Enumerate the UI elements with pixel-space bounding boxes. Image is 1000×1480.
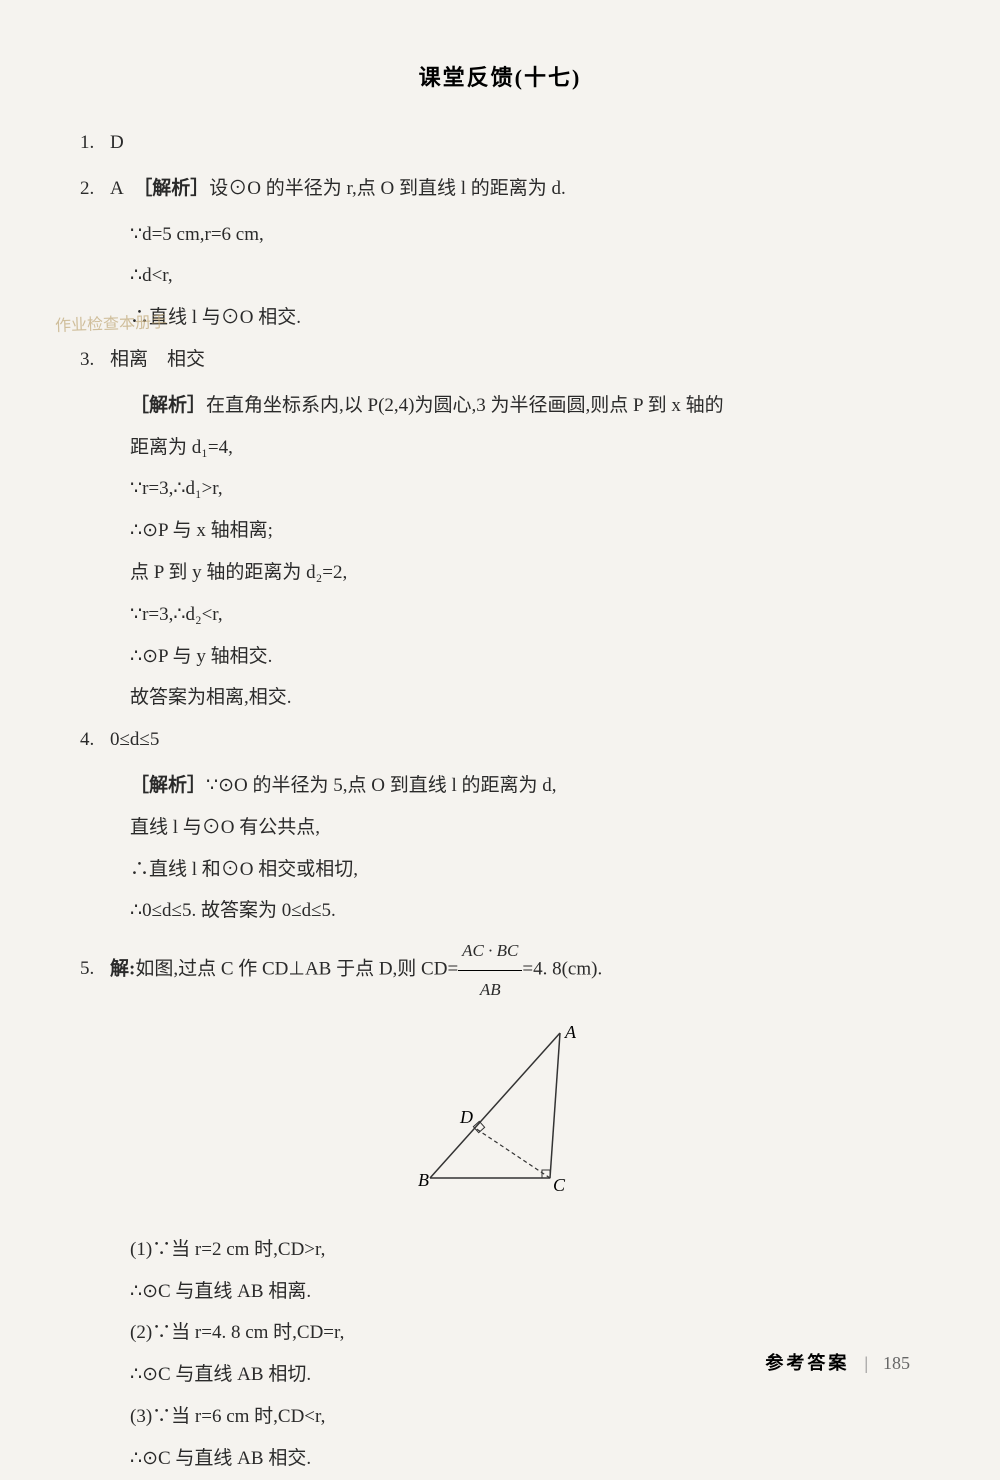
footer: 参考答案 | 185: [765, 1349, 910, 1375]
q3-analysis: ［解析］在直角坐标系内,以 P(2,4)为圆心,3 为半径画圆,则点 P 到 x…: [80, 385, 920, 427]
q2-line1: 设⊙O 的半径为 r,点 O 到直线 l 的距离为 d.: [209, 178, 566, 199]
q5-line1b: =4. 8(cm).: [522, 958, 602, 979]
label-c: C: [553, 1175, 566, 1193]
question-2: 2.A ［解析］设⊙O 的半径为 r,点 O 到直线 l 的距离为 d.: [80, 168, 920, 210]
q5-line1a: 如图,过点 C 作 CD⊥AB 于点 D,则 CD=: [135, 958, 458, 979]
q4-analysis: ［解析］∵⊙O 的半径为 5,点 O 到直线 l 的距离为 d,: [80, 765, 920, 807]
line-ba: [430, 1033, 560, 1178]
question-3: 3.相离 相交: [80, 339, 920, 381]
diagram-container: A B C D: [80, 1023, 920, 1209]
q4-line4: ∴0≤d≤5. 故答案为 0≤d≤5.: [80, 890, 920, 932]
content-body: 1.D 2.A ［解析］设⊙O 的半径为 r,点 O 到直线 l 的距离为 d.…: [80, 122, 920, 1480]
page-title: 课堂反馈(十七): [80, 60, 920, 92]
q2-line2: ∵d=5 cm,r=6 cm,: [80, 214, 920, 256]
q2-line4: ∴直线 l 与⊙O 相交.: [80, 297, 920, 339]
q3-analysis-label: ［解析］: [130, 395, 206, 416]
q2-line3: ∴d<r,: [80, 255, 920, 297]
q1-num: 1.: [80, 122, 110, 164]
question-5: 5.解:如图,过点 C 作 CD⊥AB 于点 D,则 CD=AC · BCAB=…: [80, 932, 920, 1008]
q3-answer: 相离 相交: [110, 349, 205, 370]
q2-num: 2.: [80, 168, 110, 210]
question-1: 1.D: [80, 122, 920, 164]
question-4: 4.0≤d≤5: [80, 719, 920, 761]
q2-analysis-label: ［解析］: [143, 178, 210, 199]
q3-line3: ∵r=3,∴d₁>r,: [80, 468, 920, 510]
q5-p1-1: (1)∵当 r=2 cm 时,CD>r,: [80, 1229, 920, 1271]
watermark: 作业检查本册手: [55, 308, 168, 336]
q5-fraction: AC · BCAB: [458, 932, 522, 1008]
q5-p3-2: ∴⊙C 与直线 AB 相交.: [80, 1438, 920, 1480]
q2-answer: A: [110, 178, 124, 199]
q5-frac-num: AC · BC: [458, 932, 522, 970]
q3-line5: 点 P 到 y 轴的距离为 d₂=2,: [80, 552, 920, 594]
q3-line7: ∴⊙P 与 y 轴相交.: [80, 636, 920, 678]
q1-answer: D: [110, 132, 124, 153]
q5-num: 5.: [80, 948, 110, 990]
q4-line1: ∵⊙O 的半径为 5,点 O 到直线 l 的距离为 d,: [206, 775, 556, 796]
q3-line1: 在直角坐标系内,以 P(2,4)为圆心,3 为半径画圆,则点 P 到 x 轴的: [206, 395, 724, 416]
q4-num: 4.: [80, 719, 110, 761]
q5-p3-1: (3)∵当 r=6 cm 时,CD<r,: [80, 1396, 920, 1438]
q5-frac-den: AB: [458, 971, 522, 1008]
footer-divider: |: [864, 1353, 868, 1373]
q4-line2: 直线 l 与⊙O 有公共点,: [80, 807, 920, 849]
q5-p1-2: ∴⊙C 与直线 AB 相离.: [80, 1271, 920, 1313]
label-a: A: [564, 1023, 577, 1042]
footer-label: 参考答案: [765, 1353, 849, 1373]
line-ca: [550, 1033, 560, 1178]
label-d: D: [459, 1107, 473, 1127]
q3-num: 3.: [80, 339, 110, 381]
q4-analysis-label: ［解析］: [130, 775, 206, 796]
line-cd: [475, 1128, 550, 1178]
q3-line6: ∵r=3,∴d₂<r,: [80, 594, 920, 636]
q3-line4: ∴⊙P 与 x 轴相离;: [80, 510, 920, 552]
q3-line2: 距离为 d₁=4,: [80, 427, 920, 469]
q3-line8: 故答案为相离,相交.: [80, 677, 920, 719]
q4-answer: 0≤d≤5: [110, 729, 159, 750]
q5-solve-label: 解:: [110, 958, 135, 979]
q5-p2-1: (2)∵当 r=4. 8 cm 时,CD=r,: [80, 1312, 920, 1354]
triangle-diagram: A B C D: [400, 1023, 600, 1209]
label-b: B: [418, 1170, 429, 1190]
q4-line3: ∴直线 l 和⊙O 相交或相切,: [80, 849, 920, 891]
page-number: 185: [883, 1353, 910, 1373]
